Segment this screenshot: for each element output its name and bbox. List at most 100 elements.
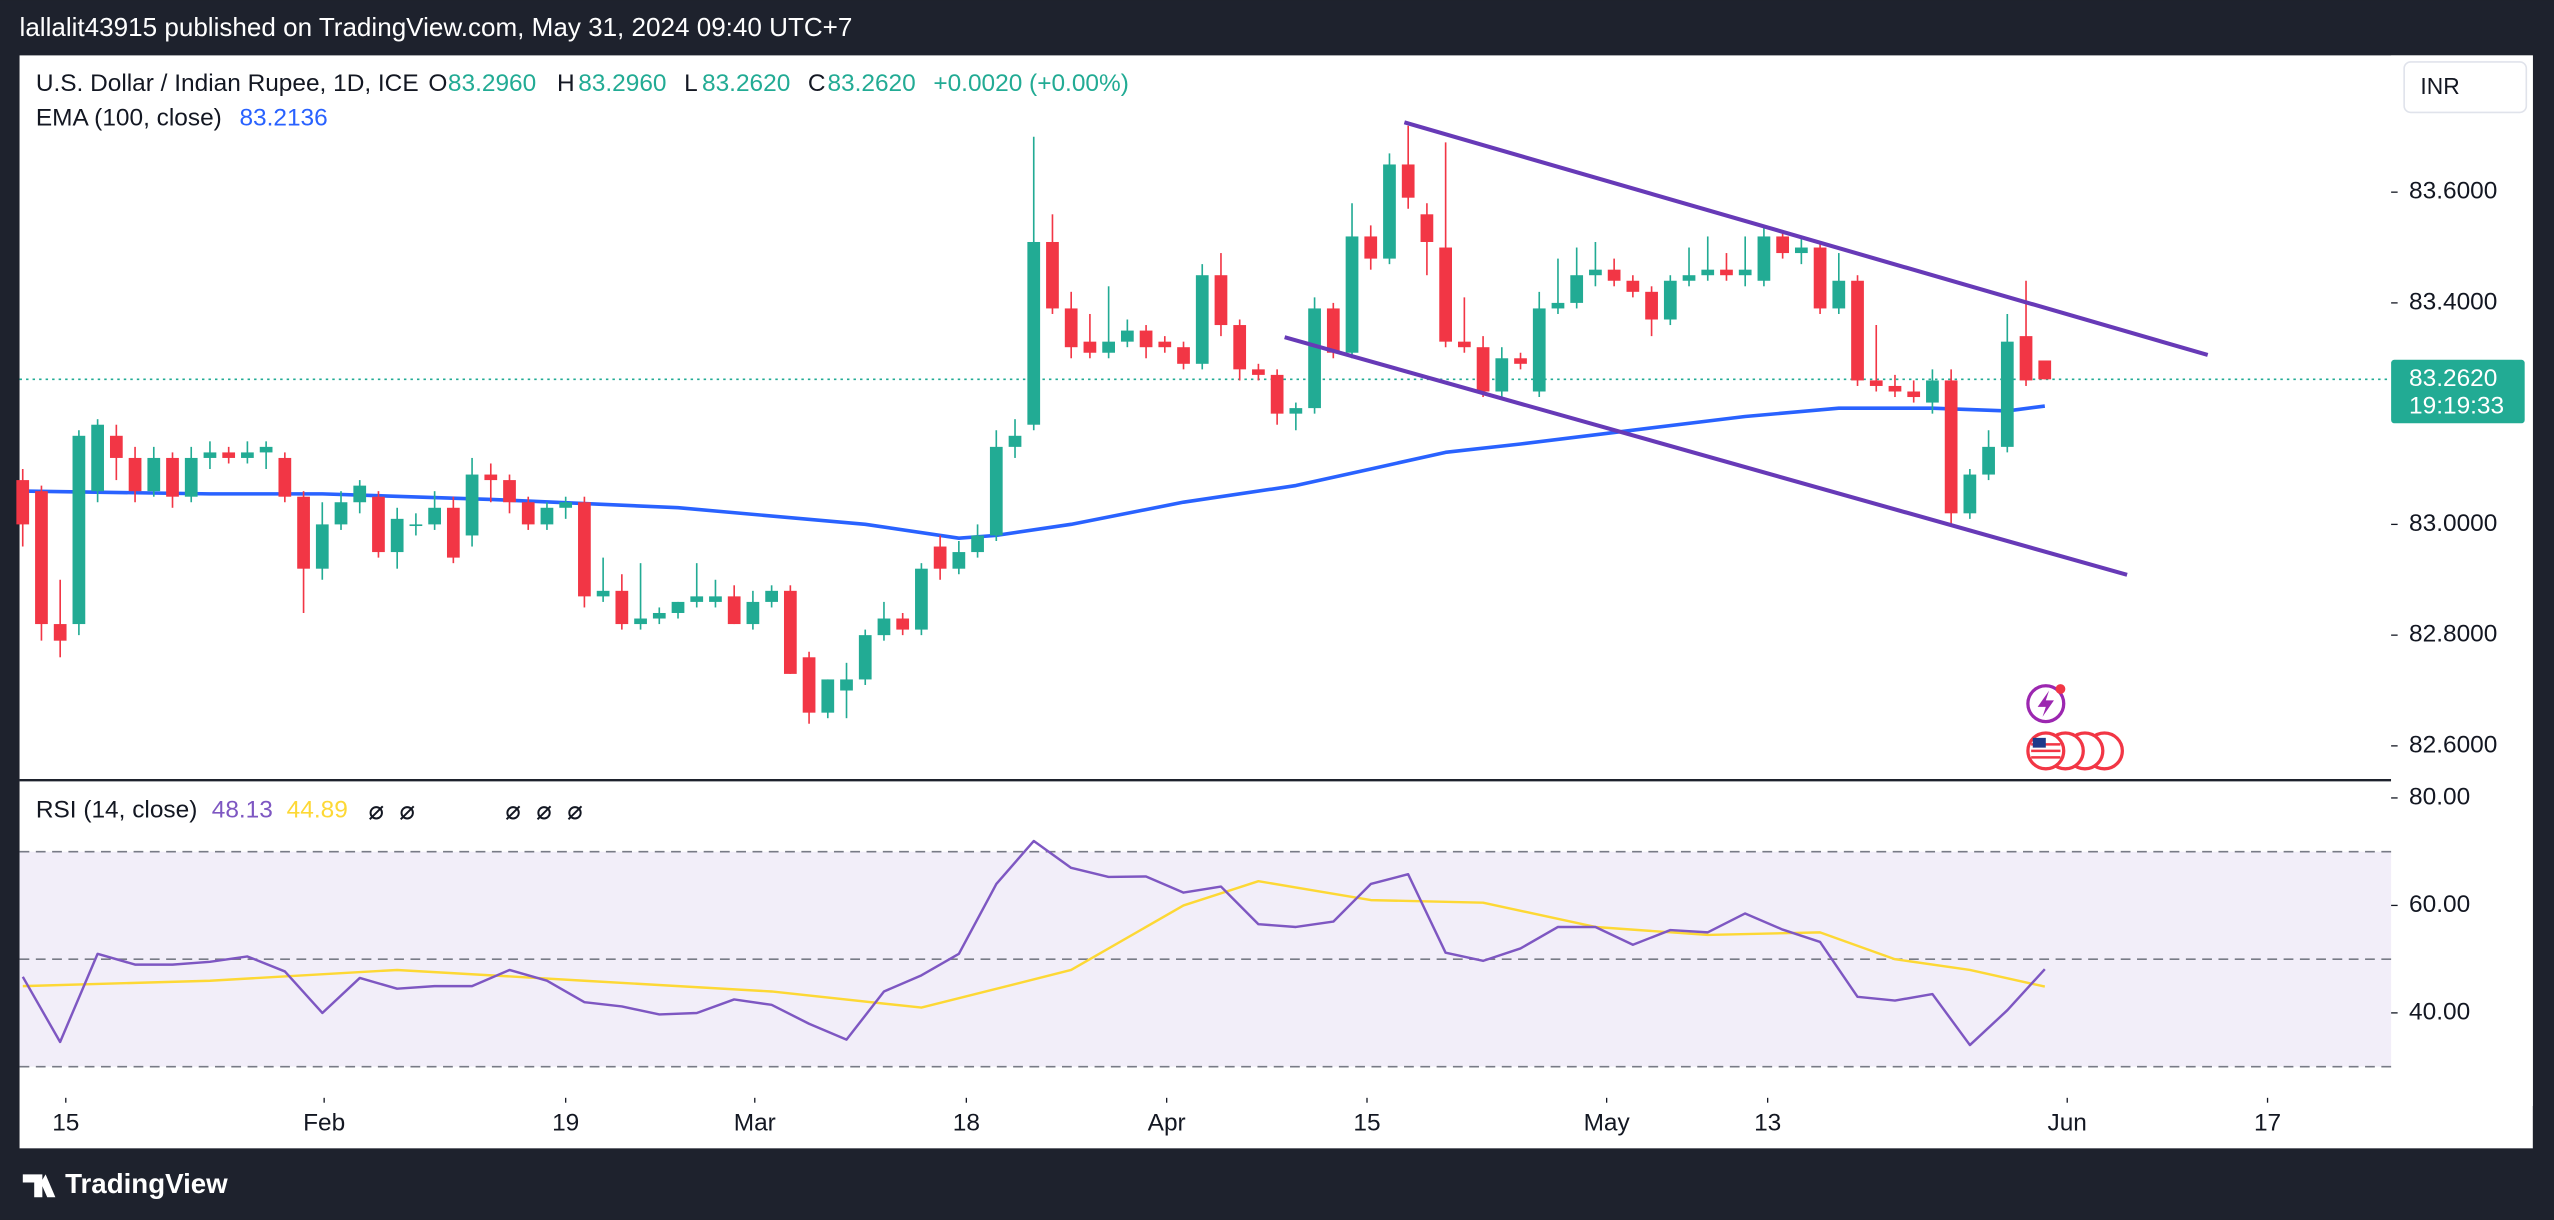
rsi-line	[21, 839, 2046, 1047]
ohlc-value: 83.2620	[827, 70, 915, 97]
candle-body	[1663, 280, 1677, 320]
candle-body	[1214, 275, 1228, 326]
candle-body	[184, 457, 198, 497]
candle-body	[2038, 360, 2052, 380]
currency: INR	[2420, 73, 2459, 99]
x-tick-label: 17	[2254, 1109, 2281, 1136]
ema-legend: EMA (100, close)	[36, 104, 222, 131]
candle-body	[765, 590, 778, 602]
candle-body	[16, 480, 30, 525]
y-tick-label: 83.6000	[2409, 178, 2497, 205]
x-tick-label: Feb	[303, 1109, 345, 1136]
candle-body	[615, 590, 629, 625]
candle-body	[334, 502, 348, 525]
candle-body	[709, 596, 722, 602]
candle-body	[353, 485, 367, 503]
candle-body	[671, 601, 685, 613]
candle-body	[559, 502, 573, 508]
candle-body	[1794, 247, 1808, 254]
candle-body	[1607, 269, 1621, 281]
x-tick-label: Mar	[734, 1109, 776, 1136]
candle-body	[578, 502, 591, 597]
currency-box[interactable]	[2403, 61, 2528, 114]
candle-body	[1457, 341, 1471, 348]
candle-body	[690, 596, 704, 602]
candle-body	[1195, 275, 1209, 364]
candle-body	[746, 601, 760, 625]
candle-body	[35, 491, 48, 625]
ohlc-key: L	[684, 70, 698, 97]
candle-body	[315, 524, 329, 569]
last-price-box	[2391, 359, 2525, 424]
trendline	[1403, 120, 2209, 357]
candle-body	[1326, 308, 1340, 353]
candle-body	[259, 446, 273, 453]
candle-body	[1701, 269, 1715, 276]
x-tick-label: Jun	[2048, 1109, 2087, 1136]
candle-body	[1233, 325, 1247, 370]
candle-body	[652, 612, 666, 619]
trendline	[1284, 335, 2128, 577]
candle-body	[1757, 236, 1771, 281]
candle-body	[128, 457, 142, 492]
candle-body	[503, 480, 516, 503]
candle-body	[1064, 308, 1078, 348]
candle-body	[1907, 391, 1921, 398]
countdown: 19:19:33	[2409, 392, 2504, 419]
candle-body	[1383, 164, 1396, 259]
chart-panel	[19, 55, 2533, 1149]
candle-body	[521, 502, 535, 525]
candle-body	[428, 507, 441, 525]
rsi-value: 48.13	[212, 797, 273, 824]
candle-body	[1532, 308, 1546, 392]
x-tick-label: 13	[1754, 1109, 1781, 1136]
ema-value: 83.2136	[239, 104, 327, 131]
candle-body	[1514, 358, 1527, 364]
candle-body	[540, 507, 554, 525]
x-tick-label: May	[1584, 1109, 1631, 1136]
candle-body	[1551, 302, 1565, 309]
candle-body	[1083, 341, 1097, 353]
rsi-ma-line	[22, 879, 2046, 1009]
candle-body	[952, 552, 966, 569]
rsi-band-fill	[19, 851, 2392, 1067]
event-icons[interactable]	[2026, 684, 2124, 771]
chart-title: U.S. Dollar / Indian Rupee, 1D, ICE	[36, 70, 419, 97]
candle-body	[484, 474, 498, 481]
y-tick-label: 82.8000	[2409, 621, 2497, 648]
candle-body	[1439, 247, 1452, 342]
candle-body	[1046, 241, 1059, 309]
change: +0.0020 (+0.00%)	[933, 70, 1129, 97]
candle-body	[1401, 164, 1415, 198]
rsi-legend: RSI (14, close)	[36, 797, 198, 824]
candle-body	[783, 590, 797, 674]
candle-body	[203, 452, 217, 458]
candle-body	[1832, 280, 1846, 309]
candle-body	[1289, 408, 1303, 414]
x-tick-label: Apr	[1148, 1109, 1186, 1136]
x-tick-label: 15	[52, 1109, 79, 1136]
candle-body	[2019, 336, 2033, 381]
last-price-label: 83.2620	[2409, 365, 2497, 392]
candle-body	[1120, 330, 1134, 342]
candle-body	[147, 457, 161, 492]
candle-body	[634, 618, 647, 625]
candle-body	[2000, 341, 2014, 447]
candle-body	[1888, 385, 1902, 392]
candle-body	[877, 618, 891, 636]
x-tick-label: 18	[953, 1109, 980, 1136]
candle-body	[1177, 347, 1190, 364]
ohlc-value: 83.2620	[702, 70, 790, 97]
rsi-tick-label: 60.00	[2409, 891, 2470, 918]
x-tick-label: 15	[1353, 1109, 1380, 1136]
candle-body	[297, 496, 310, 569]
candle-body	[1158, 341, 1172, 348]
ema-line	[22, 404, 2046, 540]
candle-body	[166, 457, 179, 497]
candle-body	[858, 635, 872, 680]
rsi-tick-label: 80.00	[2409, 783, 2470, 810]
candle-body	[1252, 369, 1265, 375]
logo[interactable]	[22, 1174, 56, 1198]
